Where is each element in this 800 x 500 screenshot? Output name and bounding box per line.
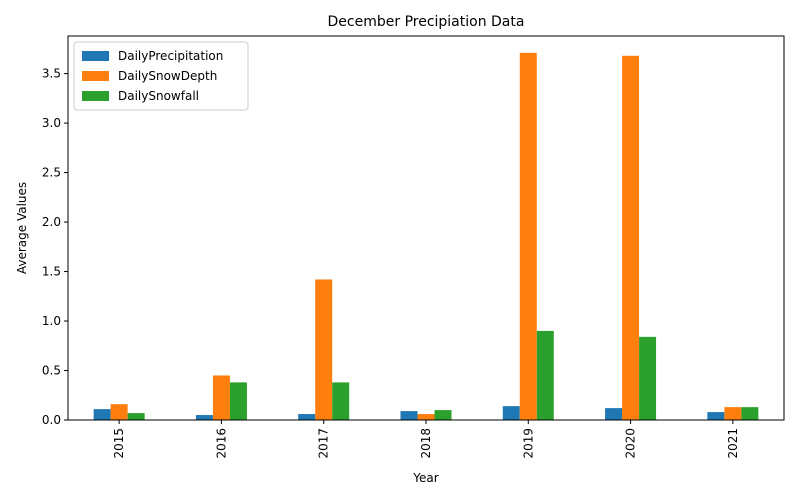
bar-DailySnowfall-2018 [434, 410, 452, 420]
bar-DailyPrecipitation-2017 [298, 414, 316, 420]
y-axis-title: Average Values [15, 182, 29, 274]
legend-label-DailyPrecipitation: DailyPrecipitation [118, 49, 223, 63]
bar-DailySnowfall-2019 [536, 330, 554, 420]
x-tick-label: 2020 [624, 428, 638, 459]
bar-DailyPrecipitation-2018 [400, 411, 418, 420]
x-tick-label: 2021 [726, 428, 740, 459]
y-tick-label: 0.5 [42, 364, 61, 378]
bar-DailySnowfall-2016 [229, 382, 247, 420]
bar-DailySnowfall-2020 [639, 336, 657, 420]
y-tick-label: 1.0 [42, 314, 61, 328]
y-tick-label: 3.0 [42, 116, 61, 130]
bar-DailyPrecipitation-2016 [195, 415, 213, 420]
bar-DailyPrecipitation-2020 [605, 408, 623, 420]
x-axis-title: Year [412, 471, 438, 485]
legend-swatch-DailyPrecipitation [82, 51, 109, 61]
bar-DailySnowDepth-2017 [315, 279, 333, 420]
chart-title: December Precipiation Data [328, 14, 525, 30]
legend: DailyPrecipitation DailySnowDepth DailySno… [73, 41, 249, 111]
bar-DailyPrecipitation-2019 [502, 406, 520, 420]
bar-DailySnowDepth-2020 [622, 55, 640, 420]
x-tick-label: 2017 [317, 428, 331, 459]
y-tick-label: 3.5 [42, 67, 61, 81]
x-tick-label: 2019 [521, 428, 535, 459]
y-tick-label: 2.5 [42, 166, 61, 180]
bar-DailySnowfall-2021 [741, 407, 759, 420]
bar-DailySnowDepth-2018 [417, 414, 435, 420]
x-tick-label: 2018 [419, 428, 433, 459]
legend-box [73, 41, 249, 111]
x-tick-label: 2016 [214, 428, 228, 459]
bar-DailySnowDepth-2016 [212, 375, 230, 420]
bar-DailySnowDepth-2021 [724, 407, 742, 420]
y-tick-label: 1.5 [42, 265, 61, 279]
y-tick-label: 0.0 [42, 413, 61, 427]
y-tick-label: 2.0 [42, 215, 61, 229]
bar-DailySnowDepth-2019 [519, 52, 537, 421]
plot-area: 0.0 0.5 1.0 1.5 2.0 2.5 3.0 3.5 2015 2016 2017 2018… [42, 35, 785, 459]
bar-DailySnowDepth-2015 [110, 404, 128, 420]
bar-DailyPrecipitation-2015 [93, 409, 111, 420]
legend-label-DailySnowDepth: DailySnowDepth [118, 69, 217, 83]
bar-DailySnowfall-2017 [332, 382, 350, 420]
x-tick-label: 2015 [112, 428, 126, 459]
legend-swatch-DailySnowfall [82, 91, 109, 101]
bar-DailySnowfall-2015 [127, 413, 145, 420]
bar-DailyPrecipitation-2021 [707, 412, 725, 420]
legend-swatch-DailySnowDepth [82, 71, 109, 81]
legend-label-DailySnowfall: DailySnowfall [118, 89, 199, 103]
